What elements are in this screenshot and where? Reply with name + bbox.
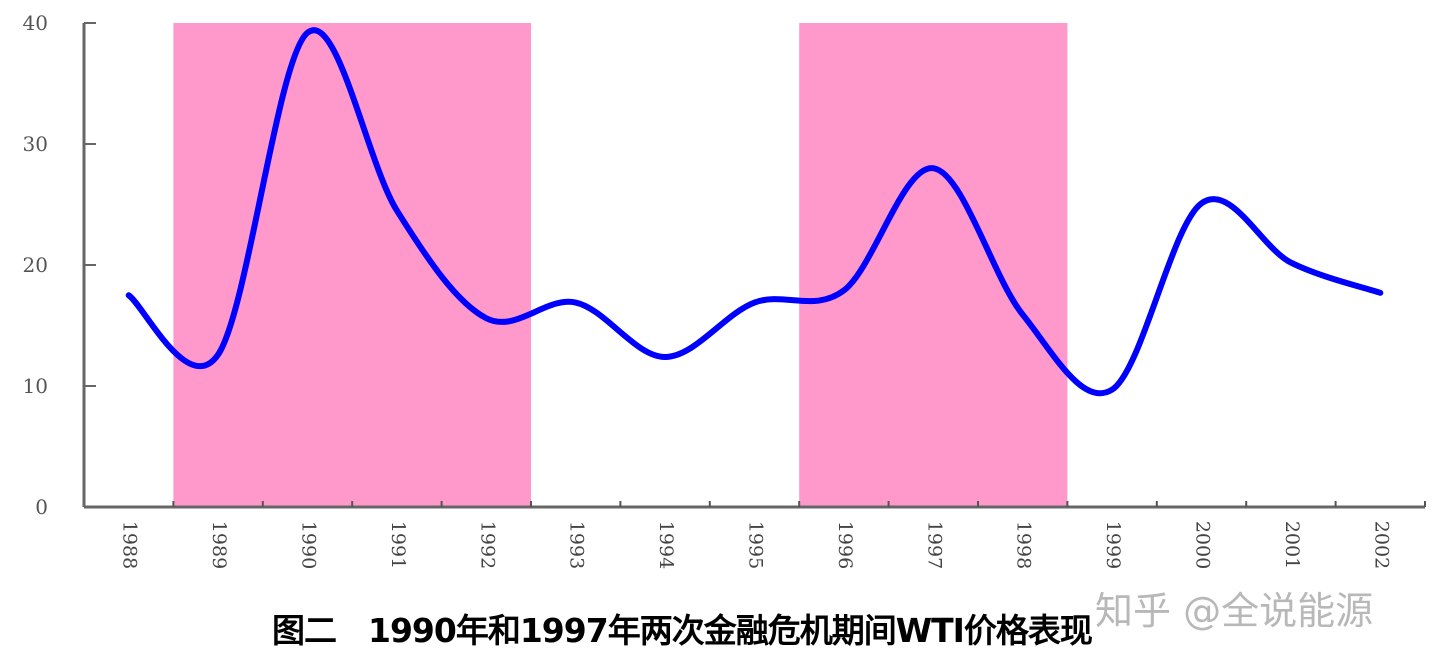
y-tick-label: 10	[23, 374, 48, 398]
x-tick-label: 1988	[119, 521, 141, 569]
crisis-shaded-regions	[173, 23, 1068, 507]
x-tick-label: 1998	[1013, 521, 1035, 569]
crisis-band-2	[799, 23, 1068, 507]
y-tick-label: 20	[23, 253, 48, 277]
x-tick-label: 1989	[208, 521, 230, 569]
y-tick-label: 40	[23, 11, 48, 35]
y-axis-ticks: 0 10 20 30 40	[23, 11, 96, 519]
x-tick-label: 1994	[655, 521, 677, 569]
x-tick-label: 1999	[1102, 521, 1124, 569]
y-tick-label: 0	[35, 495, 48, 519]
x-tick-label: 1991	[387, 521, 409, 569]
x-tick-label: 2000	[1192, 521, 1214, 569]
x-tick-label: 1995	[745, 521, 767, 569]
x-tick-label: 1990	[298, 521, 320, 569]
x-tick-label: 2001	[1281, 521, 1303, 569]
figure-caption: 图二 1990年和1997年两次金融危机期间WTI价格表现	[272, 611, 1093, 650]
wti-price-line	[125, 27, 1384, 397]
x-axis-ticks: 1988 1989 1990 1991 1992 1993 1994 1995 1996 1997…	[119, 501, 1426, 569]
y-tick-label: 30	[23, 132, 48, 156]
x-tick-label: 1992	[476, 521, 498, 569]
x-tick-label: 1993	[566, 521, 588, 569]
watermark: 知乎 @全说能源	[1095, 589, 1374, 633]
x-tick-label: 1997	[923, 521, 945, 569]
x-tick-label: 1996	[834, 521, 856, 569]
x-tick-label: 2002	[1370, 521, 1392, 569]
